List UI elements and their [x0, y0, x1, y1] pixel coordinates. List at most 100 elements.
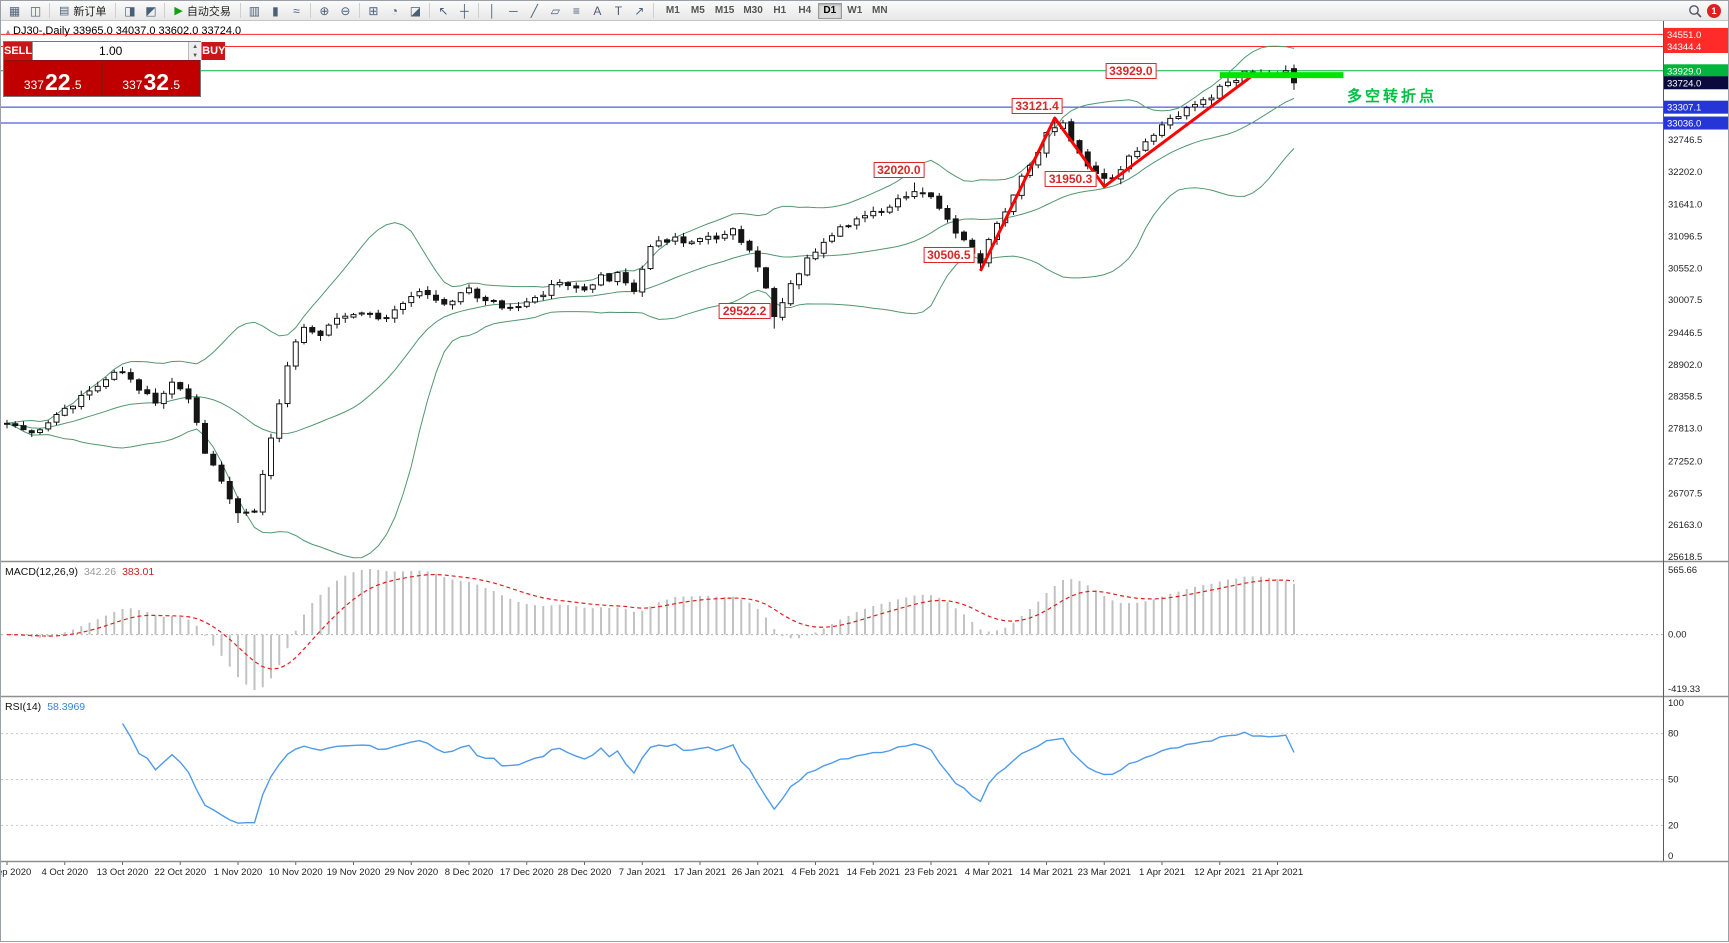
svg-text:565.66: 565.66 — [1668, 565, 1697, 576]
svg-text:30007.5: 30007.5 — [1668, 295, 1702, 306]
volume-down-icon[interactable]: ▼ — [189, 51, 202, 60]
vertical-line-icon[interactable]: │ — [488, 3, 497, 18]
svg-text:21 Apr 2021: 21 Apr 2021 — [1252, 867, 1303, 878]
svg-text:28 Dec 2020: 28 Dec 2020 — [558, 867, 612, 878]
sell-button[interactable]: SELL — [4, 42, 33, 60]
timeframe-h4-button[interactable]: H4 — [798, 5, 812, 16]
timeframe-m5-button[interactable]: M5 — [690, 5, 705, 16]
svg-text:29446.5: 29446.5 — [1668, 328, 1702, 339]
svg-text:19 Nov 2020: 19 Nov 2020 — [327, 867, 381, 878]
fibonacci-icon[interactable]: ≡ — [572, 3, 580, 18]
channel-icon[interactable]: ▱ — [550, 3, 560, 18]
toolbar: ▦ ◫ ▤ 新订单 ◨ ◩ ▶ 自动交易 ▥ ▮ ≈ ⊕ ⊖ ⊞ ◔ ◪ ↖ ┼ │ ─ ╱ ▱ ≡ A T ↗ M1 M5 M15 M3… — [1, 1, 1728, 21]
sell-price-big: 22 — [44, 69, 71, 95]
zoom-in-icon[interactable]: ⊕ — [319, 3, 330, 18]
collapse-icon[interactable]: ▴ — [6, 27, 11, 36]
price-axis-badge: 34551.0 — [1664, 27, 1728, 41]
svg-text:-419.33: -419.33 — [1668, 684, 1700, 695]
svg-text:12 Apr 2021: 12 Apr 2021 — [1194, 867, 1245, 878]
trendline-icon[interactable]: ╱ — [530, 3, 538, 18]
cursor-icon[interactable]: ↖ — [438, 3, 449, 18]
price-annotation[interactable]: 33121.4 — [1011, 98, 1063, 115]
toolbar-separator — [477, 3, 479, 18]
chart-shift-icon[interactable]: ◪ — [409, 3, 422, 18]
svg-text:4 Oct 2020: 4 Oct 2020 — [42, 867, 88, 878]
macd-signal-line — [6, 573, 1295, 670]
volume-input[interactable] — [33, 42, 189, 60]
svg-text:29 Nov 2020: 29 Nov 2020 — [384, 867, 438, 878]
buy-button[interactable]: BUY — [202, 42, 226, 60]
price-annotation[interactable]: 30506.5 — [923, 247, 975, 264]
svg-text:26707.5: 26707.5 — [1668, 488, 1702, 499]
price-annotation[interactable]: 32020.0 — [873, 162, 925, 179]
svg-text:23 Feb 2021: 23 Feb 2021 — [904, 867, 957, 878]
arrows-tool-icon[interactable]: ↗ — [634, 3, 645, 18]
timeframe-switcher: M1 M5 M15 M30 H1 H4 D1 W1 MN — [661, 2, 892, 19]
auto-trading-play-icon: ▶ — [174, 5, 183, 17]
svg-text:32746.5: 32746.5 — [1668, 135, 1702, 146]
timeframe-d1-button[interactable]: D1 — [817, 2, 842, 19]
text-tool-icon[interactable]: A — [593, 3, 602, 18]
timeframe-m1-button[interactable]: M1 — [665, 5, 680, 16]
sell-price[interactable]: 337 22.5 — [4, 61, 103, 96]
auto-trading-button[interactable]: ▶ 自动交易 — [168, 2, 236, 19]
svg-text:30552.0: 30552.0 — [1668, 263, 1702, 274]
macd-indicator-label: MACD(12,26,9) 342.26 383.01 — [5, 566, 154, 578]
svg-text:27813.0: 27813.0 — [1668, 424, 1702, 435]
text-label-icon[interactable]: T — [614, 3, 623, 18]
timeframe-m15-button[interactable]: M15 — [714, 5, 735, 16]
price-annotation[interactable]: 31950.3 — [1044, 170, 1097, 187]
volume-stepper: ▲ ▼ — [32, 42, 203, 60]
new-order-button-label: 新订单 — [73, 5, 107, 18]
volume-up-icon[interactable]: ▲ — [189, 42, 202, 51]
line-chart-mode-icon[interactable]: ≈ — [293, 3, 300, 18]
svg-text:7 Jan 2021: 7 Jan 2021 — [619, 867, 666, 878]
auto-scroll-icon[interactable]: ◔ — [390, 3, 398, 18]
toolbar-separator — [428, 3, 430, 18]
svg-text:80: 80 — [1668, 729, 1679, 740]
new-order-icon: ▤ — [59, 5, 70, 17]
rsi-name: RSI(14) — [5, 701, 42, 713]
buy-price-big: 32 — [143, 69, 170, 95]
toolbar-separator — [652, 3, 654, 18]
svg-text:33307.1: 33307.1 — [1667, 103, 1701, 114]
svg-text:1 Apr 2021: 1 Apr 2021 — [1139, 867, 1185, 878]
timeframe-mn-button[interactable]: MN — [872, 5, 888, 16]
new-order-button[interactable]: ▤ 新订单 — [53, 2, 112, 19]
candlestick-mode-icon[interactable]: ▮ — [272, 3, 279, 18]
strategy-tester-icon[interactable]: ◩ — [145, 3, 157, 18]
trend-zigzag-line[interactable] — [979, 74, 1254, 272]
price-annotation[interactable]: 33929.0 — [1105, 62, 1157, 79]
data-window-icon[interactable]: ◫ — [29, 3, 42, 18]
chart-ohlc-title: ▴ DJ30-,Daily 33965.0 34037.0 33602.0 337… — [6, 25, 241, 37]
terminal-panel-icon[interactable]: ◨ — [124, 3, 136, 18]
svg-text:34551.0: 34551.0 — [1667, 30, 1701, 41]
market-watch-icon[interactable]: ▦ — [8, 3, 21, 18]
notification-badge[interactable]: 1 — [1707, 3, 1721, 18]
svg-text:50: 50 — [1668, 775, 1679, 786]
price-axis-badge: 33929.0 — [1664, 64, 1728, 77]
price-annotation[interactable]: 29522.2 — [718, 302, 771, 319]
bar-chart-mode-icon[interactable]: ▥ — [248, 3, 261, 18]
chinese-note-text[interactable]: 多空转折点 — [1347, 88, 1438, 105]
svg-text:22 Oct 2020: 22 Oct 2020 — [154, 867, 206, 878]
timeframe-m30-button[interactable]: M30 — [743, 5, 763, 16]
svg-text:14 Mar 2021: 14 Mar 2021 — [1020, 867, 1073, 878]
svg-text:4 Sep 2020: 4 Sep 2020 — [1, 867, 31, 878]
buy-price[interactable]: 337 32.5 — [102, 61, 200, 96]
svg-text:1 Nov 2020: 1 Nov 2020 — [214, 867, 263, 878]
svg-text:4 Feb 2021: 4 Feb 2021 — [791, 867, 839, 878]
toolbar-separator — [239, 3, 241, 18]
sell-price-prefix: 337 — [23, 78, 44, 92]
timeframe-h1-button[interactable]: H1 — [773, 5, 787, 16]
zoom-out-icon[interactable]: ⊖ — [340, 3, 351, 18]
horizontal-line-icon[interactable]: ─ — [509, 3, 518, 18]
svg-text:100: 100 — [1668, 698, 1684, 709]
tile-windows-icon[interactable]: ⊞ — [368, 3, 379, 18]
time-axis: 4 Sep 2020 4 Oct 2020 13 Oct 2020 22 Oct 20… — [1, 862, 1303, 878]
timeframe-w1-button[interactable]: W1 — [847, 5, 863, 16]
crosshair-icon[interactable]: ┼ — [460, 3, 469, 18]
search-icon[interactable] — [1688, 4, 1702, 18]
